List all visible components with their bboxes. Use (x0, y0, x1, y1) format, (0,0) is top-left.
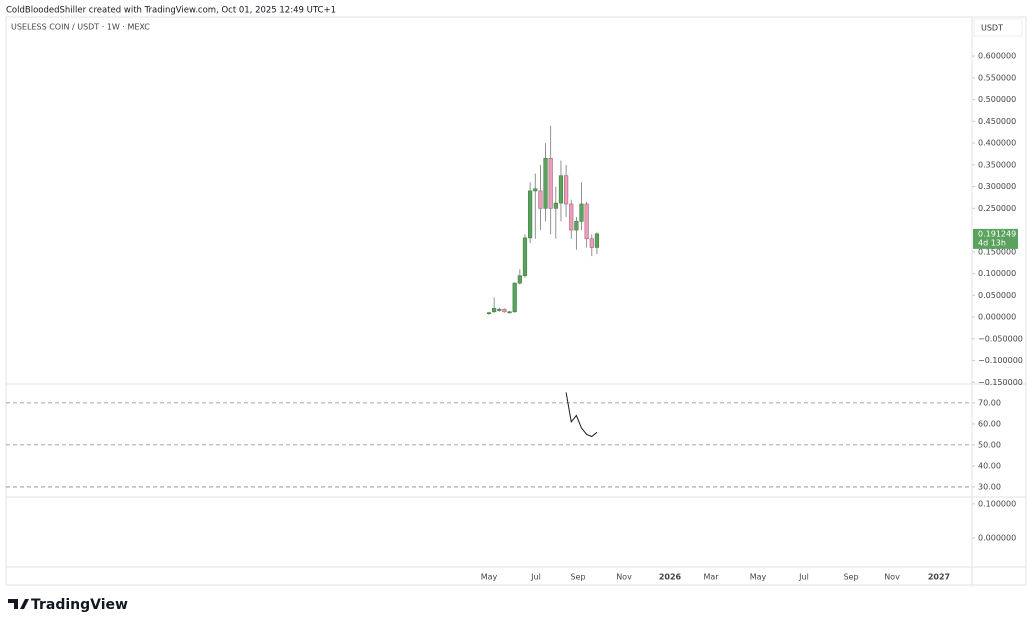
y-tick-label: −0.150000 (978, 378, 1023, 387)
y-tick-label: 0.550000 (978, 73, 1016, 82)
y-tick-label: 30.00 (978, 482, 1001, 491)
candle-body (543, 158, 548, 209)
y-tick-label: 0.150000 (978, 247, 1016, 256)
y-tick-label: 0.050000 (978, 291, 1016, 300)
candle-body (579, 203, 584, 222)
y-tick-label: 0.300000 (978, 182, 1016, 191)
chart-title: USELESS COIN / USDT · 1W · MEXC (11, 23, 150, 32)
y-tick-label: 0.450000 (978, 117, 1016, 126)
currency-box (973, 18, 1023, 37)
x-tick-label: Mar (703, 573, 719, 582)
x-tick-label: Nov (616, 573, 632, 582)
logo-text: TradingView (31, 597, 128, 613)
candle-body (528, 190, 533, 239)
candle-body (538, 190, 543, 209)
candle-body (563, 175, 569, 205)
y-tick-label: 0.500000 (978, 95, 1016, 104)
currency: USDT (981, 24, 1003, 33)
y-tick-label: 40.00 (978, 461, 1001, 470)
x-tick-label: Sep (843, 573, 858, 582)
y-tick-label: −0.050000 (978, 334, 1023, 343)
candle-body (517, 275, 522, 284)
x-tick-label: 2026 (659, 573, 682, 582)
y-tick-label: 0.100000 (978, 499, 1016, 508)
candle-body (522, 237, 528, 277)
y-tick-label: 0.100000 (978, 269, 1016, 278)
y-tick-label: 0.250000 (978, 204, 1016, 213)
x-tick-label: Sep (570, 573, 585, 582)
candle-body (512, 282, 517, 313)
candle-body (584, 203, 589, 240)
candle-body (558, 175, 564, 204)
candle-body (589, 238, 594, 248)
y-tick-label: 0.000000 (978, 313, 1016, 322)
x-tick-label: May (481, 573, 498, 582)
y-tick-label: 50.00 (978, 440, 1001, 449)
x-tick-label: 2027 (928, 573, 950, 582)
y-tick-label: 70.00 (978, 398, 1001, 407)
x-tick-label: Jul (798, 573, 809, 582)
candle-body (533, 188, 538, 192)
y-tick-label: 60.00 (978, 419, 1001, 428)
candle-body (548, 158, 553, 209)
y-tick-label: −0.100000 (978, 356, 1023, 365)
candle-body (553, 202, 558, 209)
candle-body (594, 233, 600, 248)
candle-body (507, 311, 512, 314)
x-tick-label: Jul (530, 573, 541, 582)
x-tick-label: Nov (884, 573, 900, 582)
candle-body (497, 308, 502, 311)
y-tick-label: 0.600000 (978, 52, 1016, 61)
y-tick-label: 0.400000 (978, 139, 1016, 148)
logo: TradingView (8, 597, 128, 613)
candle-body (486, 312, 492, 314)
candle-body (492, 308, 497, 313)
rsi-line (565, 392, 598, 438)
last-price: 0.191249 (978, 229, 1016, 238)
candle-body (574, 221, 579, 231)
countdown: 4d 13h (978, 238, 1006, 247)
y-tick-label: 0.000000 (978, 533, 1016, 542)
last-price-box (973, 228, 1018, 249)
candle-body (569, 203, 574, 231)
x-tick-label: May (750, 573, 767, 582)
header: ColdBloodedShiller created with TradingV… (6, 6, 336, 16)
y-tick-label: 0.350000 (978, 160, 1016, 169)
logo-icon (8, 599, 29, 609)
candle-body (502, 308, 507, 313)
